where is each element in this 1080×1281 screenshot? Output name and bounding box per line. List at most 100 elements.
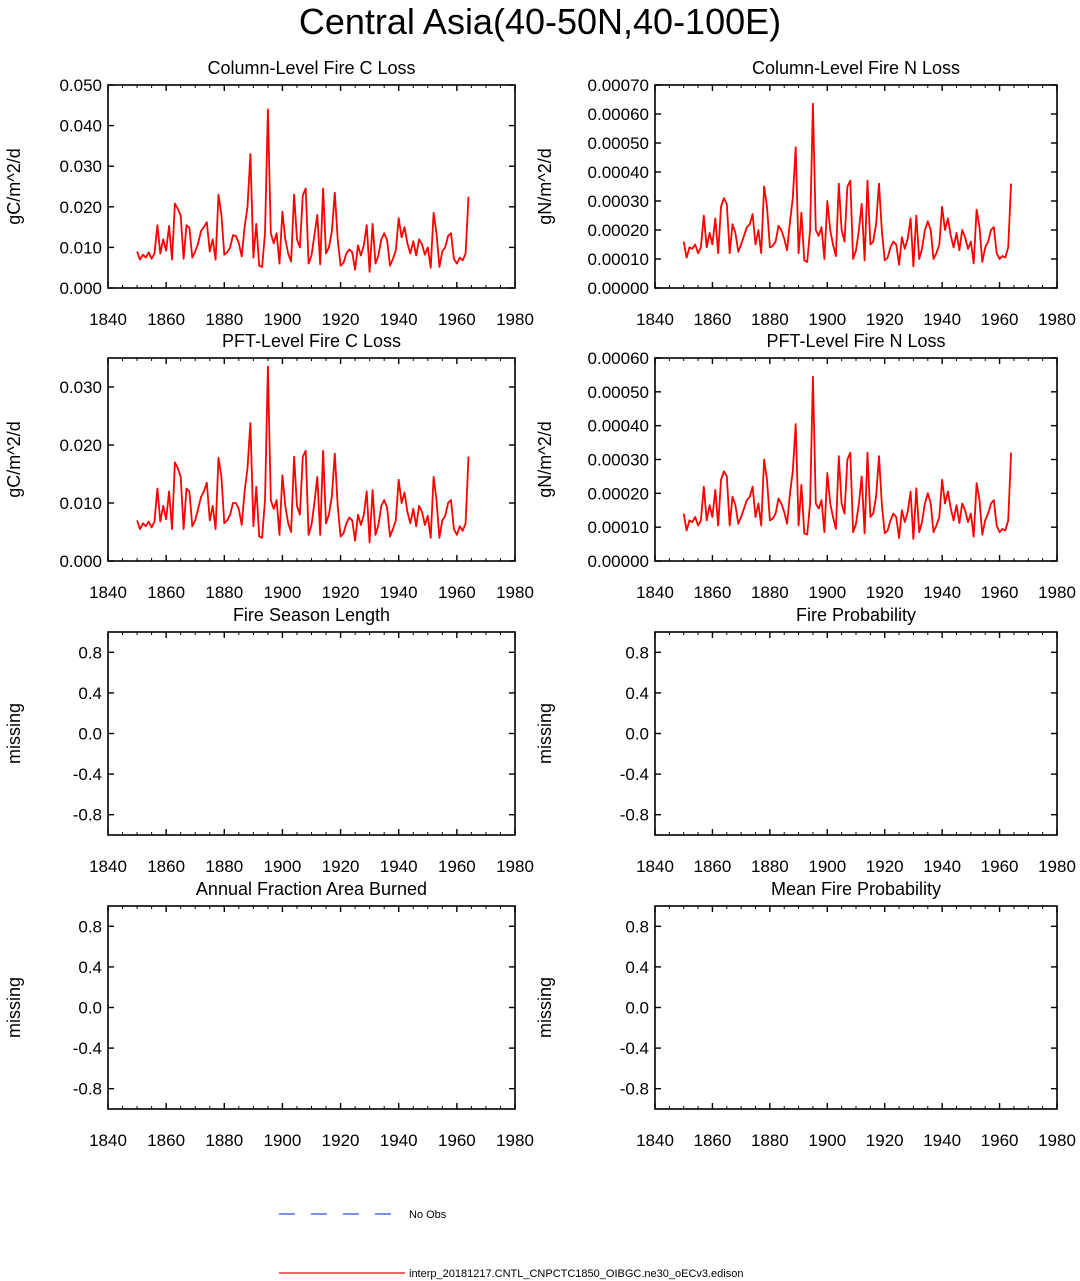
y-axis-label: missing [4,977,24,1038]
y-tick-label: 0.0 [625,999,649,1018]
x-tick-label: 1860 [694,857,732,876]
y-tick-label: 0.030 [59,378,102,397]
y-tick-label: -0.4 [620,765,649,784]
x-tick-label: 1840 [89,1131,127,1150]
y-axis-label: missing [535,703,555,764]
x-tick-label: 1920 [866,1131,904,1150]
x-tick-label: 1940 [923,310,961,329]
x-tick-label: 1980 [1038,1131,1076,1150]
x-tick-label: 1900 [808,1131,846,1150]
x-tick-label: 1920 [866,583,904,602]
y-tick-label: 0.00070 [588,76,649,95]
x-tick-label: 1900 [264,583,302,602]
page-title: Central Asia(40-50N,40-100E) [298,1,782,42]
x-tick-label: 1900 [808,310,846,329]
y-tick-label: 0.00010 [588,250,649,269]
y-axis-label: gN/m^2/d [535,421,555,497]
y-tick-label: 0.00050 [588,383,649,402]
x-tick-label: 1880 [205,857,243,876]
y-tick-label: 0.020 [59,198,102,217]
panel-title: Column-Level Fire N Loss [752,58,960,78]
y-tick-label: 0.000 [59,552,102,571]
panel-title: PFT-Level Fire N Loss [766,331,945,351]
x-tick-label: 1880 [751,310,789,329]
y-tick-label: 0.00020 [588,221,649,240]
x-tick-label: 1940 [380,583,418,602]
x-tick-label: 1900 [808,583,846,602]
y-axis-label: gC/m^2/d [4,148,24,224]
panel-7: Annual Fraction Area Burned missing 1840 18… [4,879,534,1150]
y-tick-label: -0.4 [620,1039,649,1058]
y-tick-label: 0.4 [78,958,102,977]
x-tick-label: 1960 [981,857,1019,876]
legend-obs-label: No Obs [409,1209,447,1221]
x-tick-label: 1940 [380,857,418,876]
x-tick-label: 1880 [751,1131,789,1150]
x-tick-label: 1980 [1038,583,1076,602]
y-tick-label: -0.4 [73,765,102,784]
y-tick-label: 0.0 [78,999,102,1018]
x-tick-label: 1900 [264,1131,302,1150]
panel-5: Fire Season Length missing 1840 1860 1880 190… [4,605,534,876]
x-tick-label: 1920 [322,583,360,602]
x-tick-label: 1900 [264,310,302,329]
y-tick-label: 0.8 [625,643,649,662]
series-line [136,108,470,273]
x-tick-label: 1980 [496,310,534,329]
x-tick-label: 1920 [322,857,360,876]
x-tick-label: 1960 [438,310,476,329]
y-tick-label: 0.0 [625,725,649,744]
x-tick-label: 1860 [694,310,732,329]
x-tick-label: 1960 [438,1131,476,1150]
y-tick-label: 0.4 [78,684,102,703]
x-tick-label: 1960 [438,583,476,602]
panel-title: Column-Level Fire C Loss [207,58,415,78]
series-line [136,365,470,544]
x-tick-label: 1840 [636,310,674,329]
x-tick-label: 1980 [1038,310,1076,329]
y-tick-label: 0.040 [59,117,102,136]
x-tick-label: 1880 [205,1131,243,1150]
y-tick-label: -0.8 [73,806,102,825]
x-tick-label: 1920 [322,310,360,329]
x-tick-label: 1960 [981,583,1019,602]
y-tick-label: 0.00010 [588,518,649,537]
y-tick-label: 0.020 [59,436,102,455]
x-tick-label: 1860 [694,1131,732,1150]
panel-6: Fire Probability missing 1840 1860 1880 1900 1… [535,605,1076,876]
x-tick-label: 1940 [923,1131,961,1150]
y-tick-label: 0.00040 [588,163,649,182]
panel-3: PFT-Level Fire C Loss gC/m^2/d 1840 1860 188… [4,331,534,602]
y-tick-label: 0.00040 [588,417,649,436]
panel-title: Mean Fire Probability [771,879,941,899]
y-tick-label: 0.00060 [588,105,649,124]
x-tick-label: 1940 [380,1131,418,1150]
y-tick-label: -0.4 [73,1039,102,1058]
x-tick-label: 1880 [751,857,789,876]
x-tick-label: 1840 [89,310,127,329]
y-tick-label: -0.8 [73,1080,102,1099]
y-tick-label: 0.4 [625,958,649,977]
panel-title: Fire Probability [796,605,916,625]
x-tick-label: 1840 [636,857,674,876]
legend-model-label: interp_20181217.CNTL_CNPCTC1850_OIBGC.ne… [409,1268,743,1280]
y-tick-label: 0.00030 [588,192,649,211]
x-tick-label: 1980 [496,857,534,876]
y-tick-label: 0.050 [59,76,102,95]
x-tick-label: 1840 [89,583,127,602]
y-tick-label: 0.000 [59,279,102,298]
y-tick-label: -0.8 [620,806,649,825]
x-tick-label: 1840 [89,857,127,876]
y-tick-label: 0.00060 [588,349,649,368]
x-tick-label: 1880 [205,310,243,329]
y-tick-label: 0.8 [78,917,102,936]
y-tick-label: 0.00050 [588,134,649,153]
x-tick-label: 1860 [147,310,185,329]
y-axis-label: missing [4,703,24,764]
y-tick-label: 0.010 [59,238,102,257]
y-tick-label: 0.00000 [588,552,649,571]
x-tick-label: 1900 [808,857,846,876]
x-tick-label: 1880 [751,583,789,602]
